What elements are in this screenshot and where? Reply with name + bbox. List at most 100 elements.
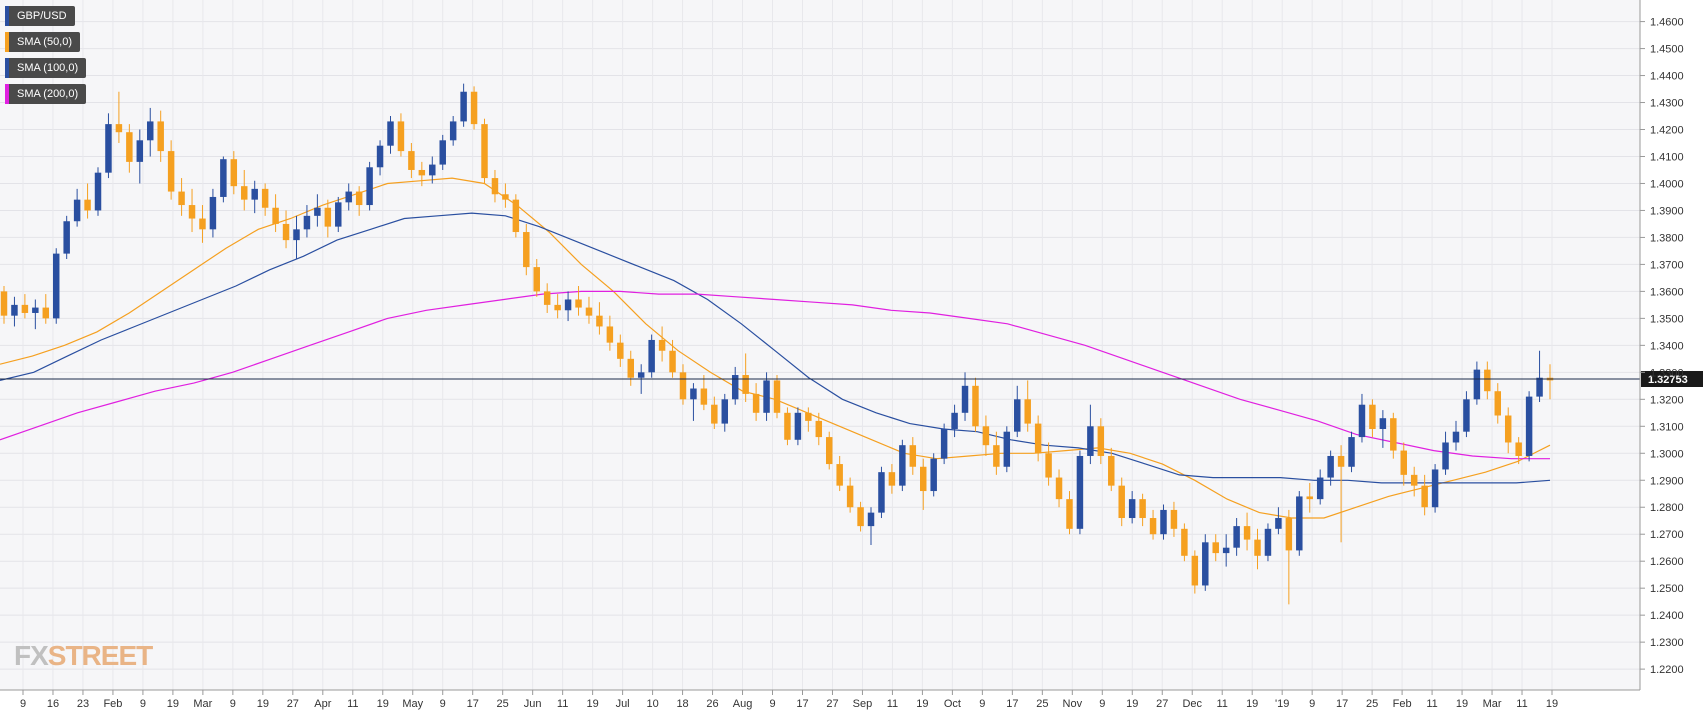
- candle-body: [1358, 404, 1366, 438]
- candle-body: [157, 121, 164, 152]
- candle-body: [1087, 426, 1094, 456]
- x-tick-label: 19: [1126, 698, 1138, 710]
- x-tick-label: '19: [1275, 698, 1289, 710]
- candle-body: [429, 164, 436, 176]
- candle-body: [387, 121, 394, 146]
- candle-body: [502, 194, 509, 200]
- candle-body: [449, 121, 457, 141]
- legend-swatch: [5, 32, 9, 52]
- y-tick-label: 1.2500: [1650, 583, 1684, 595]
- candle-body: [1452, 431, 1460, 443]
- candle-body: [355, 191, 363, 206]
- candle-body: [1473, 369, 1481, 400]
- candle-body: [261, 188, 269, 208]
- candle-body: [1410, 474, 1418, 486]
- legend: GBP/USD SMA (50,0) SMA (100,0) SMA (200,…: [5, 6, 87, 110]
- candle-body: [846, 485, 854, 508]
- candle-body: [376, 145, 384, 168]
- candle-body: [293, 229, 300, 241]
- candles: [0, 83, 1554, 605]
- candle-body: [700, 388, 708, 405]
- legend-label: GBP/USD: [17, 10, 67, 22]
- candle-body: [669, 350, 676, 373]
- x-tick-label: 17: [796, 698, 808, 710]
- y-tick-label: 1.4400: [1650, 71, 1684, 83]
- y-tick-label: 1.2300: [1650, 637, 1684, 649]
- candle-body: [899, 445, 906, 486]
- candle-body: [408, 151, 415, 170]
- candle-body: [585, 307, 593, 316]
- candle-body: [1296, 496, 1303, 551]
- candle-body: [1170, 509, 1178, 529]
- candle-body: [397, 121, 405, 152]
- candle-body: [94, 172, 102, 211]
- x-tick-label: 16: [47, 698, 59, 710]
- candle-body: [993, 445, 1000, 467]
- x-tick-label: 19: [916, 698, 928, 710]
- candle-body: [21, 304, 29, 313]
- x-tick-label: 17: [1336, 698, 1348, 710]
- legend-swatch: [5, 58, 9, 78]
- legend-swatch: [5, 6, 9, 26]
- candle-body: [637, 372, 645, 378]
- candle-body: [1536, 377, 1543, 397]
- candle-body: [1463, 399, 1470, 432]
- candle-body: [1348, 437, 1355, 467]
- candle-body: [199, 218, 206, 230]
- candle-body: [1431, 469, 1439, 508]
- axis-background: [1640, 0, 1707, 712]
- x-tick-label: Dec: [1182, 698, 1202, 710]
- x-tick-label: Mar: [1483, 698, 1502, 710]
- candle-body: [1212, 542, 1219, 554]
- candle-body: [930, 458, 937, 492]
- candle-body: [867, 512, 875, 527]
- y-tick-label: 1.2200: [1650, 664, 1684, 676]
- candle-body: [1066, 499, 1073, 529]
- x-tick-label: 18: [676, 698, 688, 710]
- candle-body: [439, 140, 446, 165]
- candle-body: [230, 159, 238, 187]
- x-tick-label: 9: [1099, 698, 1105, 710]
- x-tick-label: 19: [587, 698, 599, 710]
- candle-body: [418, 169, 426, 176]
- x-tick-label: Sep: [853, 698, 873, 710]
- x-tick-label: 9: [440, 698, 446, 710]
- x-tick-label: 17: [467, 698, 479, 710]
- candle-body: [523, 232, 530, 268]
- legend-item-sma-200[interactable]: SMA (200,0): [5, 84, 87, 104]
- legend-item-gbpusd[interactable]: GBP/USD: [5, 6, 75, 26]
- y-tick-label: 1.3300: [1650, 367, 1684, 379]
- x-tick-label: May: [402, 698, 423, 710]
- current-price-line: 1.32753: [0, 370, 1703, 387]
- legend-item-sma-50[interactable]: SMA (50,0): [5, 32, 81, 52]
- candle-body: [920, 466, 927, 492]
- candle-body: [335, 202, 342, 227]
- y-tick-label: 1.3800: [1650, 232, 1684, 244]
- y-tick-label: 1.3500: [1650, 313, 1684, 325]
- legend-swatch: [5, 84, 9, 104]
- legend-item-sma-100[interactable]: SMA (100,0): [5, 58, 87, 78]
- x-tick-label: 11: [1426, 698, 1437, 710]
- candle-body: [1202, 542, 1209, 586]
- x-tick-label: 19: [377, 698, 389, 710]
- y-tick-label: 1.4500: [1650, 44, 1684, 56]
- x-tick-label: 26: [706, 698, 718, 710]
- candle-body: [220, 159, 227, 197]
- y-tick-label: 1.3000: [1650, 448, 1684, 460]
- candle-body: [1525, 396, 1533, 456]
- candle-body: [1118, 485, 1125, 519]
- candle-body: [1233, 526, 1240, 548]
- candle-body: [188, 205, 196, 219]
- candle-body: [1337, 455, 1345, 467]
- candle-body: [1264, 528, 1272, 556]
- legend-label: SMA (50,0): [17, 36, 73, 48]
- candle-body: [731, 375, 739, 400]
- candle-body: [1034, 423, 1042, 454]
- candle-body: [857, 507, 864, 527]
- candle-body: [147, 121, 154, 141]
- x-tick-label: 10: [646, 698, 658, 710]
- candle-body: [1504, 415, 1512, 443]
- candle-body: [575, 299, 582, 308]
- candle-body: [470, 91, 478, 125]
